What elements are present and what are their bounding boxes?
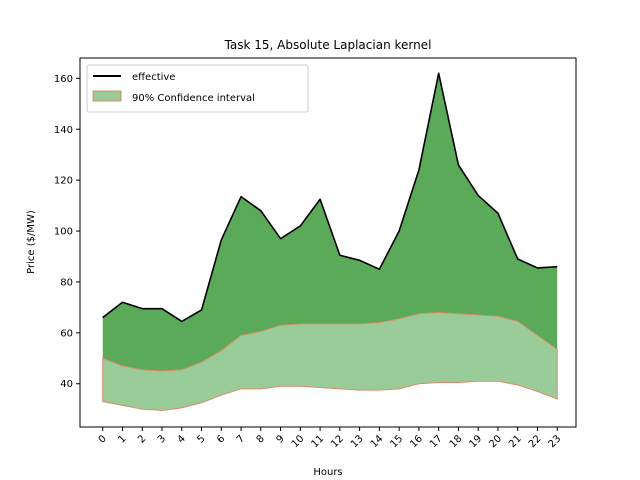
x-tick-label: 17 (428, 433, 445, 450)
x-tick-label: 9 (274, 433, 286, 445)
x-tick-label: 7 (235, 433, 247, 445)
x-tick-label: 21 (507, 433, 524, 450)
y-tick-label: 160 (54, 74, 73, 85)
plot-area (102, 72, 558, 411)
x-tick-label: 5 (195, 433, 207, 445)
x-tick-label: 1 (116, 433, 128, 445)
legend-confidence-label: 90% Confidence interval (132, 93, 255, 104)
legend-effective-label: effective (132, 72, 175, 83)
legend-confidence-swatch (92, 90, 122, 102)
y-tick-label: 80 (60, 277, 73, 288)
confidence-interval-band (102, 311, 558, 411)
x-tick-label: 12 (329, 433, 346, 450)
x-tick-label: 19 (468, 433, 485, 450)
effective-fill-area (102, 73, 558, 372)
x-axis-label: Hours (313, 467, 342, 478)
legend-box (86, 64, 309, 113)
y-tick-label: 140 (54, 125, 73, 136)
y-tick-label: 60 (60, 328, 73, 339)
x-tick-label: 8 (255, 433, 267, 445)
x-tick-label: 10 (290, 433, 307, 450)
x-tick-label: 18 (448, 433, 465, 450)
x-tick-label: 13 (349, 433, 366, 450)
x-tick-label: 14 (369, 433, 386, 450)
x-tick-label: 2 (136, 433, 148, 445)
legend: effective 90% Confidence interval (86, 64, 309, 113)
x-tick-label: 23 (547, 433, 564, 450)
x-axis: 0 1 2 3 4 5 6 7 8 9 10 11 12 13 14 15 16 17 18 19 20 21 22 23 (97, 427, 564, 450)
x-tick-label: 3 (156, 433, 168, 445)
y-tick-label: 40 (60, 379, 73, 390)
x-tick-label: 16 (408, 433, 425, 450)
x-tick-label: 20 (487, 433, 504, 450)
y-tick-label: 120 (54, 176, 73, 187)
x-tick-label: 6 (215, 433, 227, 445)
x-tick-label: 11 (309, 433, 326, 450)
y-axis-label: Price ($/MW) (26, 210, 37, 274)
y-tick-label: 100 (54, 227, 73, 238)
y-axis: 40 60 80 100 120 140 160 (54, 74, 80, 390)
axes-frame (79, 57, 577, 428)
x-tick-label: 0 (97, 433, 109, 445)
x-tick-label: 4 (176, 433, 188, 445)
effective-line (102, 72, 558, 323)
x-tick-label: 15 (388, 433, 405, 450)
x-tick-label: 22 (527, 433, 544, 450)
chart-title: Task 15, Absolute Laplacian kernel (224, 38, 432, 52)
